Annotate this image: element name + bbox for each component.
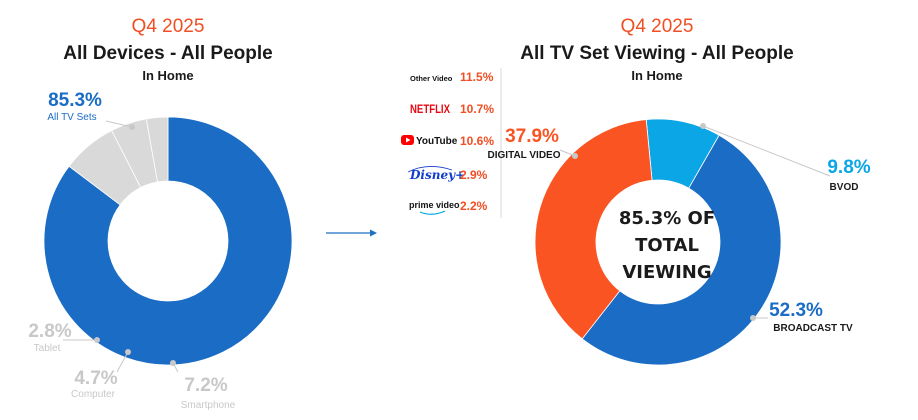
digital-video-value: 37.9% xyxy=(505,126,559,147)
netflix-value: 10.7% xyxy=(460,102,494,116)
disney-value: 2.9% xyxy=(460,168,488,182)
smartphone-label: Smartphone xyxy=(181,400,236,411)
breakdown-item-other-video: Other Video 11.5% xyxy=(410,70,494,84)
leader-line-tv xyxy=(105,120,133,128)
right-arrow-icon xyxy=(326,229,377,237)
dot-tablet xyxy=(94,337,100,343)
leader-line-bvod xyxy=(702,125,831,177)
left-donut-chart xyxy=(43,116,293,366)
computer-label: Computer xyxy=(71,389,116,400)
breakdown-item-netflix: NETFLIX 10.7% xyxy=(410,102,494,116)
tablet-label: Tablet xyxy=(34,343,61,354)
computer-value: 4.7% xyxy=(74,368,117,389)
bvod-value: 9.8% xyxy=(827,157,870,178)
tablet-value: 2.8% xyxy=(28,321,71,342)
callout-line-3: VIEWING xyxy=(622,262,712,283)
prime-video-logo-icon: prime video xyxy=(409,200,460,210)
digital-video-label: DIGITAL VIDEO xyxy=(488,150,561,161)
other-video-logo: Other Video xyxy=(410,74,453,83)
youtube-logo-text: YouTube xyxy=(416,136,458,147)
right-chart-subtitle: In Home xyxy=(631,68,682,83)
tv-sets-value: 85.3% xyxy=(48,90,102,111)
leader-line-computer xyxy=(116,351,129,373)
bvod-label: BVOD xyxy=(830,182,859,193)
disney-plus-logo-icon: Disney+ xyxy=(409,168,465,182)
dot-broadcast xyxy=(750,315,756,321)
breakdown-item-disney: Disney+ 2.9% xyxy=(407,166,488,182)
slice-digital-video xyxy=(534,119,653,340)
dot-digital xyxy=(572,153,578,159)
left-period: Q4 2025 xyxy=(132,16,205,37)
slice-broadcast-tv xyxy=(581,134,782,366)
youtube-logo-icon: YouTube xyxy=(401,135,458,147)
breakdown-item-youtube: YouTube 10.6% xyxy=(401,134,494,148)
youtube-value: 10.6% xyxy=(460,134,494,148)
tv-sets-label: All TV Sets xyxy=(47,112,96,123)
dot-smartphone xyxy=(170,360,176,366)
slice-all-tv-sets xyxy=(43,116,293,366)
prime-video-value: 2.2% xyxy=(460,199,488,213)
left-chart-subtitle: In Home xyxy=(142,68,193,83)
digital-breakdown-list: Other Video 11.5% NETFLIX 10.7% YouTube … xyxy=(401,68,502,218)
slice-tablet xyxy=(145,116,169,183)
right-donut-chart xyxy=(534,118,782,366)
dot-bvod xyxy=(700,123,706,129)
left-leader-lines xyxy=(63,120,179,373)
total-viewing-callout: 85.3% OF TOTAL VIEWING xyxy=(587,205,747,286)
left-chart-title: All Devices - All People xyxy=(63,43,272,64)
netflix-logo-icon: NETFLIX xyxy=(410,102,450,116)
right-period: Q4 2025 xyxy=(621,16,694,37)
leader-dots xyxy=(94,123,756,366)
breakdown-item-prime-video: prime video 2.2% xyxy=(409,199,488,215)
callout-line-2: TOTAL xyxy=(635,235,699,256)
right-chart-title: All TV Set Viewing - All People xyxy=(520,43,793,64)
callout-line-1: 85.3% OF xyxy=(618,208,716,229)
dot-tv xyxy=(129,124,135,130)
broadcast-tv-value: 52.3% xyxy=(769,300,823,321)
disney-arc xyxy=(407,166,453,173)
broadcast-tv-label: BROADCAST TV xyxy=(773,323,853,334)
dot-computer xyxy=(125,349,131,355)
other-video-value: 11.5% xyxy=(460,70,494,84)
smartphone-value: 7.2% xyxy=(184,375,227,396)
prime-smile xyxy=(419,210,446,215)
